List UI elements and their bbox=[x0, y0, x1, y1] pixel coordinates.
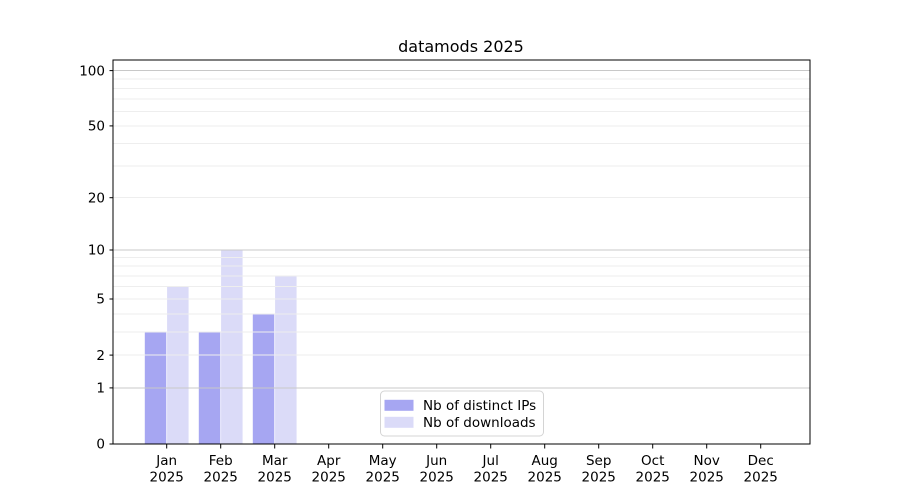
plot-spines bbox=[112, 59, 811, 445]
x-tick-label-dec: Dec bbox=[748, 453, 774, 469]
legend-label-nb-of-downloads: Nb of downloads bbox=[423, 415, 536, 431]
x-tick-sublabel-jun: 2025 bbox=[420, 470, 454, 486]
legend-swatch-nb-of-distinct-ips bbox=[384, 399, 414, 411]
x-tick-label-nov: Nov bbox=[694, 453, 720, 469]
x-tick-sublabel-jan: 2025 bbox=[150, 470, 184, 486]
bar-nb-of-downloads-mar bbox=[275, 275, 297, 444]
axes-layer: 0125102050100Jan2025Feb2025Mar2025Apr202… bbox=[79, 59, 811, 486]
x-tick-label-sep: Sep bbox=[586, 453, 611, 469]
grid-layer bbox=[113, 70, 810, 389]
x-tick-label-jan: Jan bbox=[155, 453, 177, 469]
y-tick-label-5: 5 bbox=[96, 292, 105, 308]
x-tick-sublabel-dec: 2025 bbox=[744, 470, 778, 486]
y-tick-label-50: 50 bbox=[88, 119, 105, 135]
x-tick-label-may: May bbox=[369, 453, 397, 469]
x-tick-sublabel-feb: 2025 bbox=[204, 470, 238, 486]
x-tick-sublabel-may: 2025 bbox=[366, 470, 400, 486]
y-tick-label-0: 0 bbox=[96, 437, 105, 453]
x-tick-sublabel-oct: 2025 bbox=[636, 470, 670, 486]
x-tick-sublabel-nov: 2025 bbox=[690, 470, 724, 486]
x-tick-sublabel-aug: 2025 bbox=[528, 470, 562, 486]
x-tick-sublabel-mar: 2025 bbox=[258, 470, 292, 486]
legend-label-nb-of-distinct-ips: Nb of distinct IPs bbox=[423, 398, 536, 414]
bars-layer bbox=[144, 250, 297, 444]
x-tick-label-mar: Mar bbox=[262, 453, 288, 469]
x-tick-label-feb: Feb bbox=[209, 453, 233, 469]
x-tick-sublabel-sep: 2025 bbox=[582, 470, 616, 486]
x-tick-label-oct: Oct bbox=[641, 453, 664, 469]
legend-box bbox=[380, 390, 544, 437]
y-tick-label-1: 1 bbox=[96, 381, 105, 397]
y-tick-label-20: 20 bbox=[88, 190, 105, 206]
y-tick-label-100: 100 bbox=[79, 63, 105, 79]
x-tick-sublabel-jul: 2025 bbox=[474, 470, 508, 486]
y-tick-label-2: 2 bbox=[96, 348, 105, 364]
bar-nb-of-distinct-ips-mar bbox=[252, 313, 275, 444]
y-tick-label-10: 10 bbox=[88, 243, 105, 259]
legend-swatch-nb-of-downloads bbox=[384, 416, 414, 428]
chart-title: datamods 2025 bbox=[398, 37, 524, 56]
x-tick-label-aug: Aug bbox=[532, 453, 558, 469]
x-tick-label-apr: Apr bbox=[317, 453, 341, 469]
bar-nb-of-downloads-jan bbox=[167, 286, 189, 444]
x-tick-sublabel-apr: 2025 bbox=[312, 470, 346, 486]
bar-nb-of-downloads-feb bbox=[221, 250, 243, 444]
x-tick-label-jul: Jul bbox=[482, 453, 499, 469]
x-tick-label-jun: Jun bbox=[425, 453, 447, 469]
